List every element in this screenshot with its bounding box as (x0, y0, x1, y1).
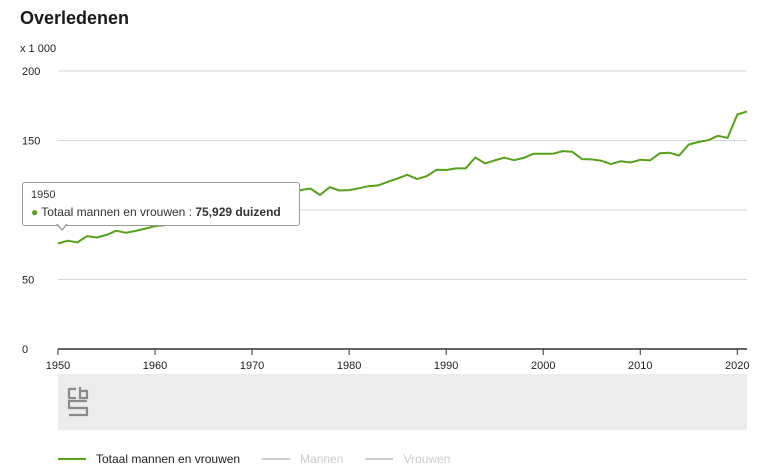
x-tick-labels: 1950 1960 1970 1980 1990 2000 2010 2020 (46, 349, 750, 372)
y-tick-label: 200 (22, 66, 40, 78)
y-tick-label: 0 (22, 344, 28, 356)
legend-swatch-mannen (262, 458, 291, 460)
y-tick-label: 50 (22, 275, 34, 287)
chart-title: Overledenen (20, 8, 130, 28)
x-tick-label: 1950 (46, 360, 70, 372)
tooltip-year: 1950 (31, 189, 56, 201)
legend-label-totaal: Totaal mannen en vrouwen (96, 452, 241, 466)
tooltip-row: ● Totaal mannen en vrouwen : 75,929 duize… (31, 205, 291, 219)
legend-item-vrouwen[interactable]: Vrouwen (365, 452, 450, 466)
legend-swatch-totaal (58, 458, 86, 460)
y-tick-label: 150 (22, 136, 40, 148)
x-tick-label: 2000 (531, 360, 555, 372)
cbs-logo-icon (67, 387, 89, 417)
tooltip: 1950 ● Totaal mannen en vrouwen : 75,929 … (22, 182, 300, 226)
legend-item-mannen[interactable]: Mannen (262, 452, 343, 466)
legend-label-mannen: Mannen (300, 452, 344, 466)
x-tick-label: 1990 (434, 360, 458, 372)
tooltip-separator: : (185, 205, 196, 219)
legend-item-totaal[interactable]: Totaal mannen en vrouwen (58, 452, 240, 466)
x-tick-label: 1960 (143, 360, 167, 372)
x-tick-label: 2020 (725, 360, 749, 372)
legend: Totaal mannen en vrouwen Mannen Vrouwen (58, 452, 450, 466)
x-tick-label: 1980 (337, 360, 361, 372)
tooltip-pointer (56, 223, 68, 231)
y-axis-unit: x 1 000 (20, 43, 57, 55)
tooltip-series: Totaal mannen en vrouwen (41, 205, 186, 219)
x-tick-label: 2010 (628, 360, 652, 372)
tooltip-value: 75,929 duizend (195, 205, 281, 219)
tooltip-dot-icon: ● (31, 205, 39, 219)
range-navigator[interactable] (58, 374, 747, 430)
legend-swatch-vrouwen (365, 458, 394, 460)
x-tick-label: 1970 (240, 360, 264, 372)
legend-label-vrouwen: Vrouwen (403, 452, 451, 466)
